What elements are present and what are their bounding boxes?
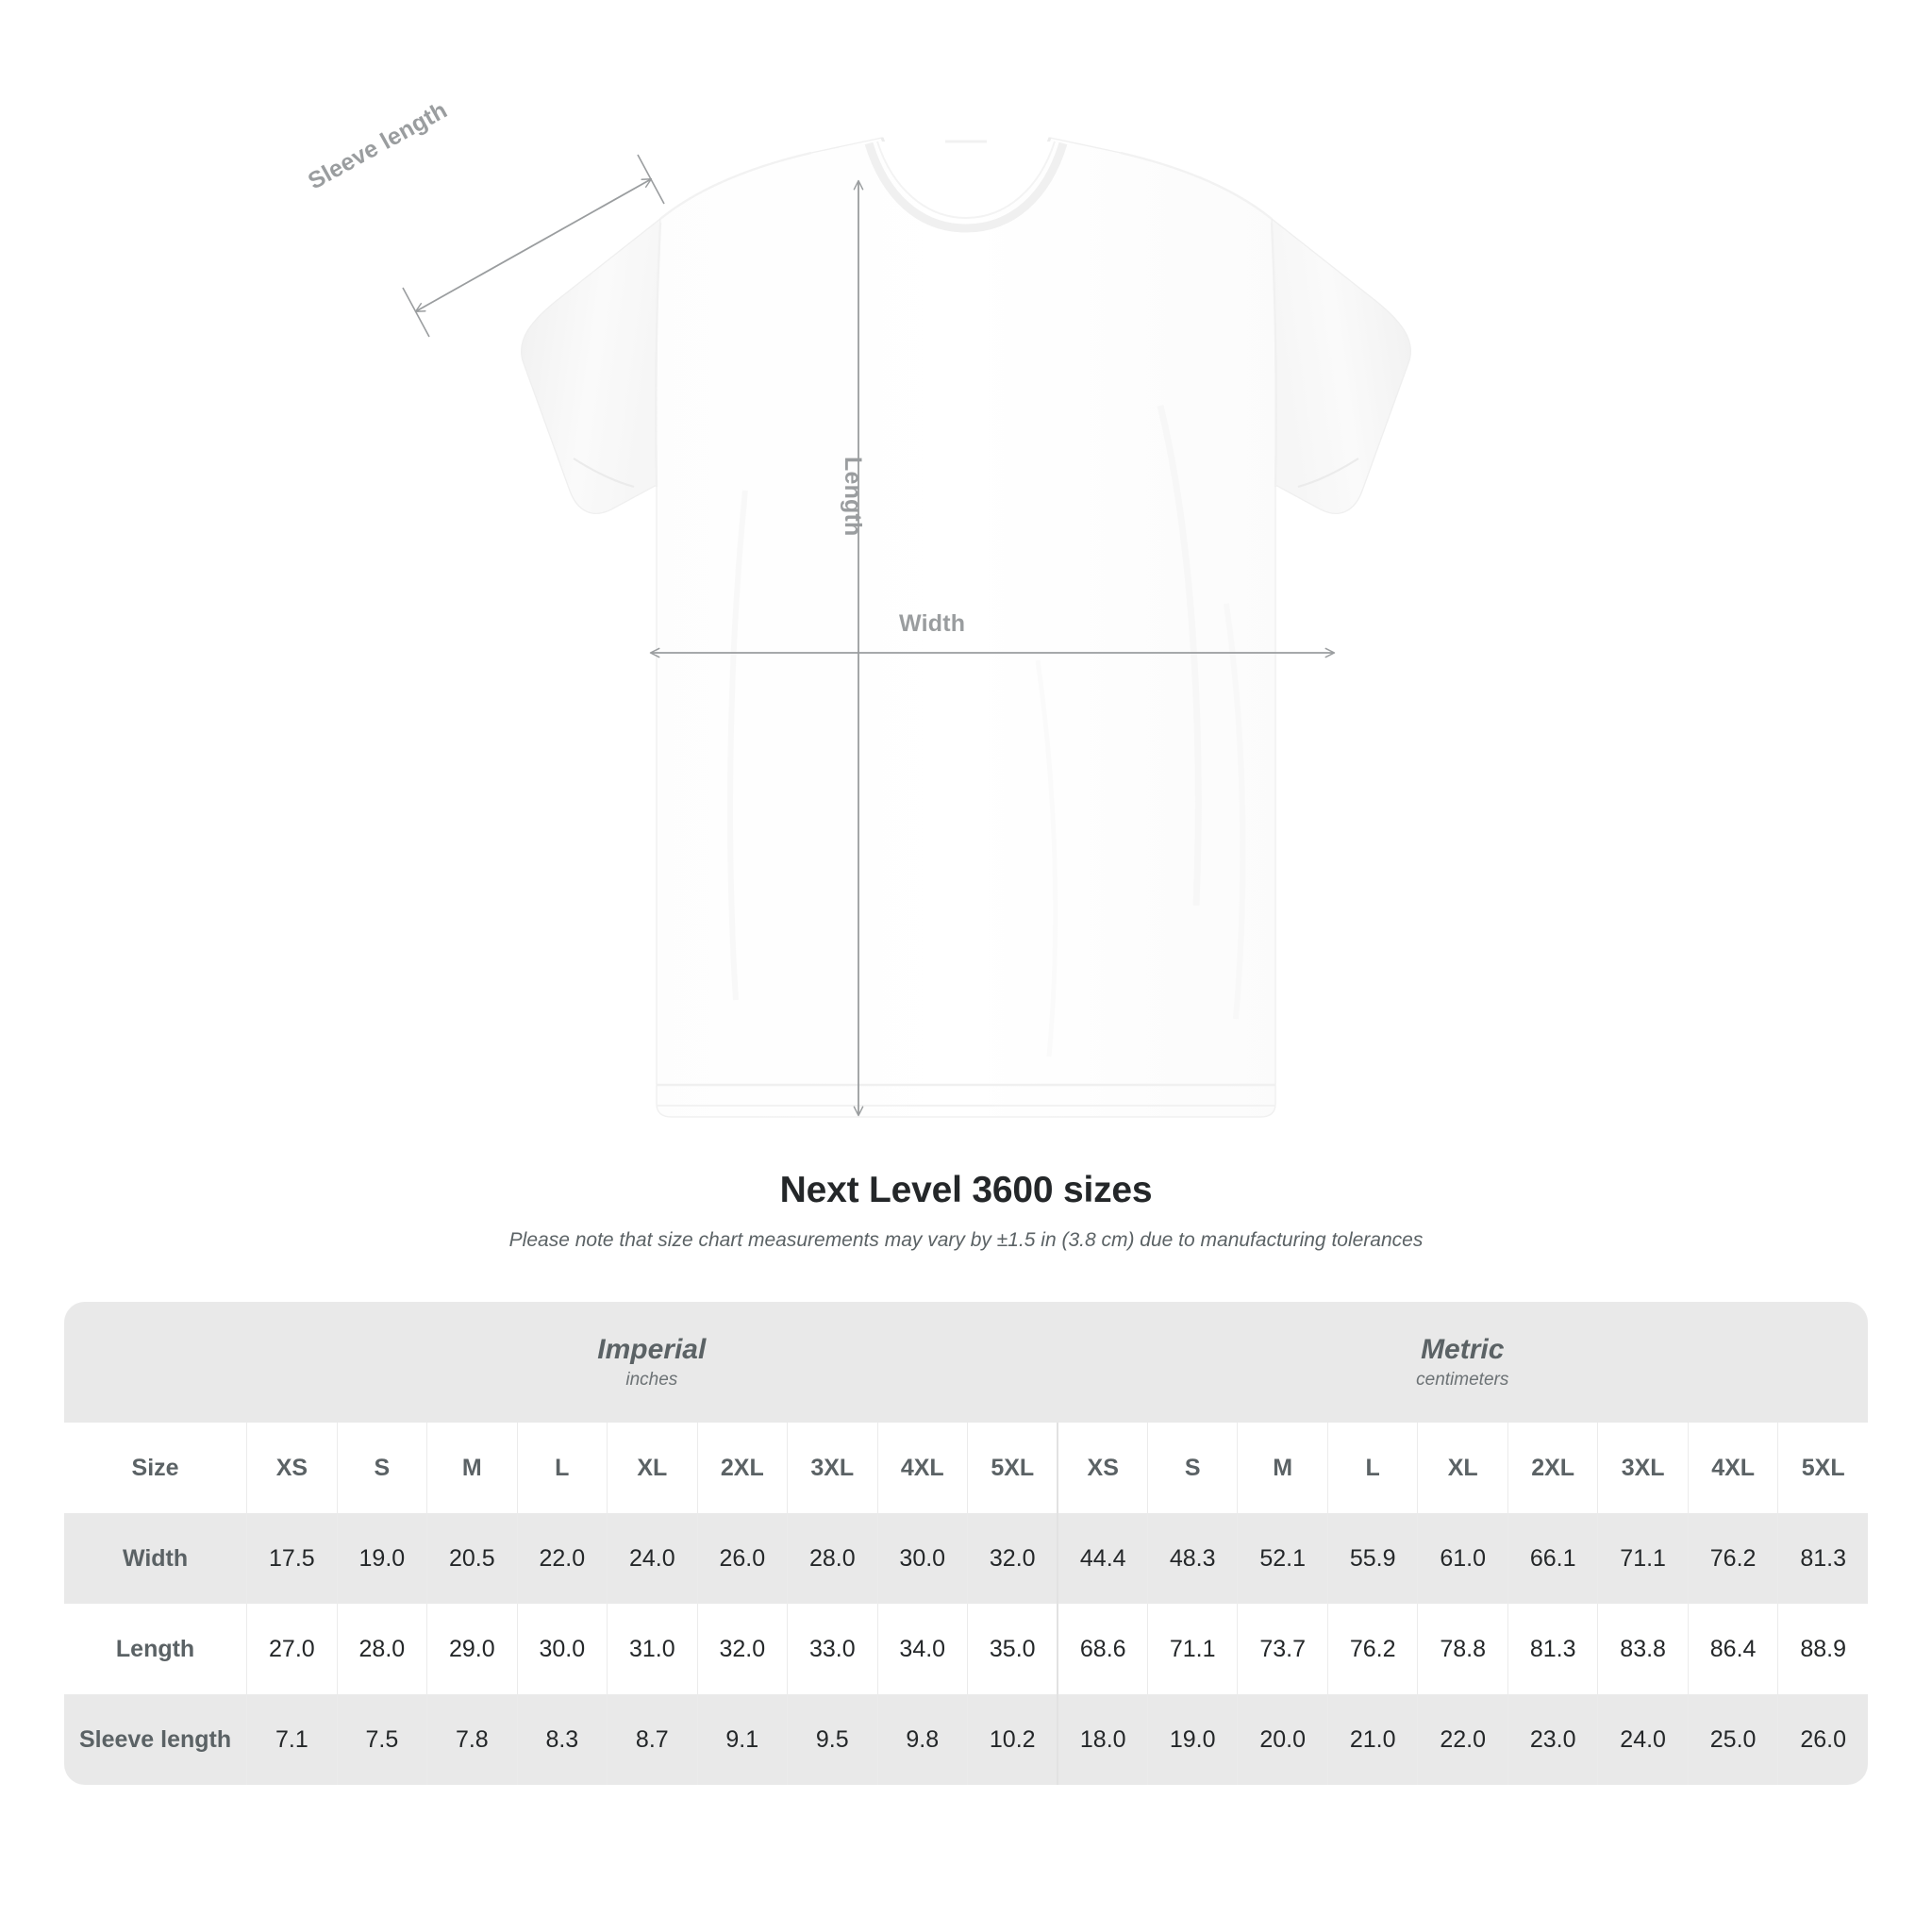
cell-length-imperial-4xl: 34.0 [876,1604,967,1694]
unit-group-metric: Metric centimeters [1057,1302,1868,1423]
cell-sleeve-length-metric-s: 19.0 [1146,1694,1238,1785]
cell-length-metric-xl: 78.8 [1417,1604,1507,1694]
size-header-metric-xs: XS [1057,1423,1147,1513]
cell-width-imperial-4xl: 30.0 [876,1513,967,1604]
cell-sleeve-length-imperial-4xl: 9.8 [876,1694,967,1785]
size-header-imperial-l: L [516,1423,608,1513]
size-header-metric-s: S [1146,1423,1238,1513]
cell-width-metric-m: 52.1 [1237,1513,1327,1604]
cell-sleeve-length-imperial-s: 7.5 [336,1694,427,1785]
size-header-imperial-4xl: 4XL [876,1423,967,1513]
cell-length-metric-2xl: 81.3 [1507,1604,1598,1694]
cell-length-metric-l: 76.2 [1326,1604,1418,1694]
row-label-sleeve-length: Sleeve length [64,1694,247,1785]
cell-width-imperial-5xl: 32.0 [967,1513,1058,1604]
cell-length-imperial-l: 30.0 [516,1604,608,1694]
cell-length-metric-3xl: 83.8 [1597,1604,1688,1694]
cell-sleeve-length-imperial-xs: 7.1 [246,1694,337,1785]
table-row: Width 17.5 19.0 20.5 22.0 24.0 26.0 28.0 30.0 32.… [64,1513,1868,1604]
unit-group-row: Imperial inches Metric centimeters [64,1302,1868,1423]
size-header-imperial-2xl: 2XL [696,1423,788,1513]
table-row: Sleeve length 7.1 7.5 7.8 8.3 8.7 9.1 9.5 9.8 10.… [64,1694,1868,1785]
tshirt-illustration: Sleeve length Length Width [304,97,1411,1118]
unit-group-imperial: Imperial inches [246,1302,1058,1423]
size-header-metric-3xl: 3XL [1597,1423,1688,1513]
size-header-imperial-xs: XS [246,1423,337,1513]
cell-sleeve-length-imperial-2xl: 9.1 [696,1694,788,1785]
cell-sleeve-length-metric-5xl: 26.0 [1777,1694,1868,1785]
cell-length-imperial-s: 28.0 [336,1604,427,1694]
unit-group-imperial-name: Imperial [597,1333,707,1365]
cell-sleeve-length-metric-4xl: 25.0 [1687,1694,1778,1785]
cell-width-imperial-xl: 24.0 [607,1513,697,1604]
cell-width-imperial-3xl: 28.0 [787,1513,877,1604]
size-header-metric-xl: XL [1417,1423,1507,1513]
table-row: Length 27.0 28.0 29.0 30.0 31.0 32.0 33.0 34.0 35… [64,1604,1868,1694]
cell-length-metric-5xl: 88.9 [1777,1604,1868,1694]
cell-width-imperial-2xl: 26.0 [696,1513,788,1604]
cell-width-metric-4xl: 76.2 [1687,1513,1778,1604]
cell-length-imperial-xl: 31.0 [607,1604,697,1694]
cell-sleeve-length-metric-3xl: 24.0 [1597,1694,1688,1785]
cell-sleeve-length-metric-l: 21.0 [1326,1694,1418,1785]
page-title: Next Level 3600 sizes [779,1170,1153,1210]
cell-sleeve-length-imperial-3xl: 9.5 [787,1694,877,1785]
cell-length-metric-4xl: 86.4 [1687,1604,1778,1694]
size-header-metric-m: M [1237,1423,1327,1513]
size-table-body: Width 17.5 19.0 20.5 22.0 24.0 26.0 28.0 30.0 32.… [64,1513,1868,1785]
width-label: Width [899,610,966,637]
unit-group-imperial-sub: inches [625,1370,678,1391]
tshirt-diagram-svg [402,137,1411,1118]
cell-sleeve-length-imperial-l: 8.3 [516,1694,608,1785]
cell-length-imperial-2xl: 32.0 [696,1604,788,1694]
size-header-imperial-5xl: 5XL [967,1423,1058,1513]
unit-band-spacer [64,1302,247,1423]
row-label-width: Width [64,1513,247,1604]
tshirt-silhouette [521,137,1411,1118]
size-header-metric-5xl: 5XL [1777,1423,1868,1513]
cell-width-metric-3xl: 71.1 [1597,1513,1688,1604]
size-header-metric-4xl: 4XL [1687,1423,1778,1513]
cell-width-imperial-s: 19.0 [336,1513,427,1604]
length-label: Length [840,457,866,537]
cell-sleeve-length-imperial-m: 7.8 [426,1694,517,1785]
size-corner-header: Size [64,1423,247,1513]
cell-sleeve-length-metric-xs: 18.0 [1057,1694,1147,1785]
size-header-metric-2xl: 2XL [1507,1423,1598,1513]
size-chart-table: Imperial inches Metric centimeters Size X… [64,1302,1868,1785]
cell-sleeve-length-metric-2xl: 23.0 [1507,1694,1598,1785]
cell-width-metric-5xl: 81.3 [1777,1513,1868,1604]
cell-length-metric-m: 73.7 [1237,1604,1327,1694]
cell-width-imperial-m: 20.5 [426,1513,517,1604]
cell-length-imperial-3xl: 33.0 [787,1604,877,1694]
cell-width-metric-l: 55.9 [1326,1513,1418,1604]
size-header-imperial-m: M [426,1423,517,1513]
tolerance-note: Please note that size chart measurements… [508,1229,1424,1251]
size-header-row: Size XS S M L XL 2XL 3XL 4XL 5XL XS S M L XL 2XL 3XL 4XL 5… [64,1423,1868,1513]
cell-length-metric-s: 71.1 [1146,1604,1238,1694]
size-header-imperial-xl: XL [607,1423,697,1513]
cell-sleeve-length-metric-m: 20.0 [1237,1694,1327,1785]
unit-group-metric-sub: centimeters [1416,1370,1509,1391]
cell-width-metric-xs: 44.4 [1057,1513,1147,1604]
cell-width-imperial-xs: 17.5 [246,1513,337,1604]
cell-sleeve-length-imperial-5xl: 10.2 [967,1694,1058,1785]
size-header-imperial-s: S [336,1423,427,1513]
unit-group-metric-name: Metric [1421,1333,1505,1365]
cell-width-metric-2xl: 66.1 [1507,1513,1598,1604]
cell-length-imperial-m: 29.0 [426,1604,517,1694]
size-header-imperial-3xl: 3XL [787,1423,877,1513]
cell-length-metric-xs: 68.6 [1057,1604,1147,1694]
cell-length-imperial-xs: 27.0 [246,1604,337,1694]
cell-width-imperial-l: 22.0 [516,1513,608,1604]
row-label-length: Length [64,1604,247,1694]
cell-width-metric-s: 48.3 [1146,1513,1238,1604]
cell-sleeve-length-imperial-xl: 8.7 [607,1694,697,1785]
cell-width-metric-xl: 61.0 [1417,1513,1507,1604]
sleeve-length-dimension-arrow [402,154,665,338]
size-header-metric-l: L [1326,1423,1418,1513]
cell-length-imperial-5xl: 35.0 [967,1604,1058,1694]
cell-sleeve-length-metric-xl: 22.0 [1417,1694,1507,1785]
